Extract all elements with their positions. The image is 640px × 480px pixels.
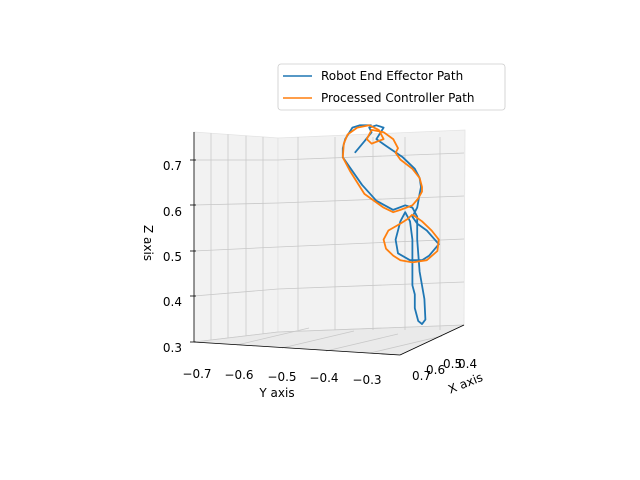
legend-label-1: Processed Controller Path: [321, 91, 475, 105]
y-tick-label: −0.7: [182, 367, 211, 381]
grid-line-floor: [369, 335, 443, 354]
grid-line-z-back: [277, 152, 465, 161]
grid-line-z-back: [277, 324, 465, 333]
z-tick-label: 0.6: [163, 205, 182, 219]
x-tick-labels: 0.7 0.6 0.5 0.4: [412, 357, 477, 383]
z-axis-title: Z axis: [141, 225, 155, 261]
axis-lines: [193, 132, 465, 356]
left-pane: [193, 131, 279, 343]
series-line-processed-controller: [382, 213, 440, 264]
y-tick-labels: −0.7 −0.6 −0.5 −0.4 −0.3: [182, 367, 381, 387]
z-tick-label: 0.7: [163, 159, 182, 173]
y-tick-label: −0.6: [224, 368, 253, 382]
x-tick-label: 0.4: [458, 357, 477, 371]
back-pane: [277, 129, 466, 333]
z-tick-label: 0.3: [163, 341, 182, 355]
z-tick-label: 0.5: [163, 250, 182, 264]
legend-label-0: Robot End Effector Path: [321, 69, 463, 83]
z-tick-label: 0.4: [163, 295, 182, 309]
series-line-robot-end-effector: [341, 124, 440, 325]
grid-line-floor: [281, 330, 355, 349]
legend-frame: [277, 63, 506, 111]
y-tick-label: −0.3: [352, 373, 381, 387]
grid-line-floor: [236, 327, 310, 346]
x-tick-label: 0.7: [412, 369, 431, 383]
legend: Robot End Effector Path Processed Contro…: [277, 63, 506, 111]
grid-line-z-left: [193, 202, 279, 206]
y-tick-label: −0.5: [267, 370, 296, 384]
x-tick-label: 0.5: [443, 357, 462, 371]
grid-line-z-left: [193, 288, 279, 297]
x-axis-line: [399, 324, 465, 356]
y-tick-label: −0.4: [309, 371, 338, 385]
z-tick-labels: 0.3 0.4 0.5 0.6 0.7: [163, 159, 182, 355]
grid-line-z-back: [277, 238, 465, 248]
y-axis-title: Y axis: [258, 386, 294, 400]
series-line-processed-controller: [341, 124, 423, 214]
x-tick-label: 0.6: [426, 363, 445, 377]
axes-panes: [193, 129, 466, 356]
grid: [190, 133, 465, 354]
grid-line-floor: [325, 333, 399, 352]
grid-line-z-back: [277, 281, 465, 290]
series-layer: [341, 124, 440, 325]
grid-line-z-left: [193, 331, 279, 343]
grid-line-z-left: [193, 246, 279, 252]
y-axis-line: [193, 341, 401, 356]
